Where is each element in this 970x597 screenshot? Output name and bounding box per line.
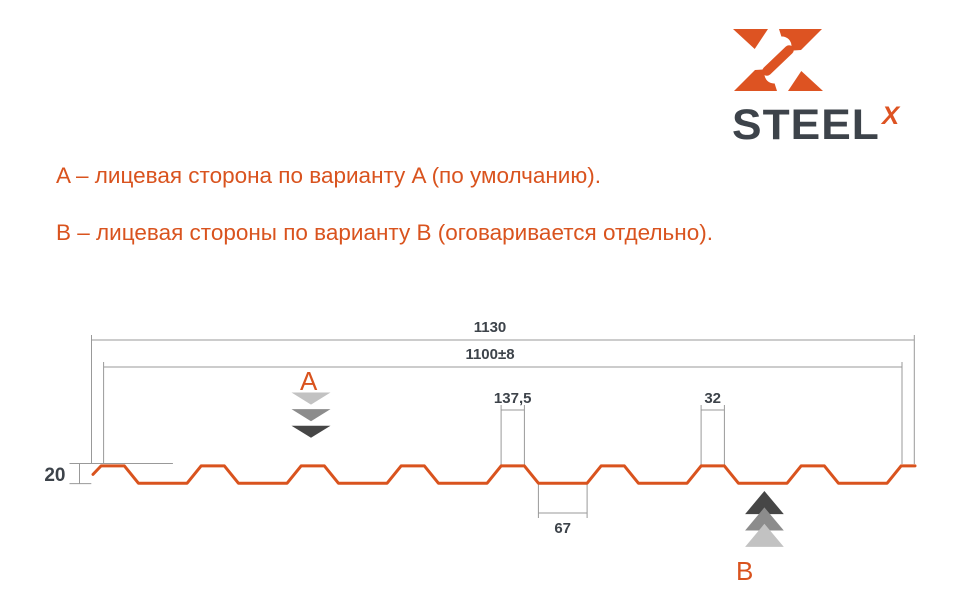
svg-text:1100±8: 1100±8	[465, 346, 514, 363]
svg-text:32: 32	[704, 390, 721, 407]
svg-text:67: 67	[554, 520, 571, 537]
svg-text:20: 20	[44, 465, 65, 486]
svg-text:137,5: 137,5	[494, 390, 532, 407]
svg-text:1130: 1130	[474, 319, 507, 336]
